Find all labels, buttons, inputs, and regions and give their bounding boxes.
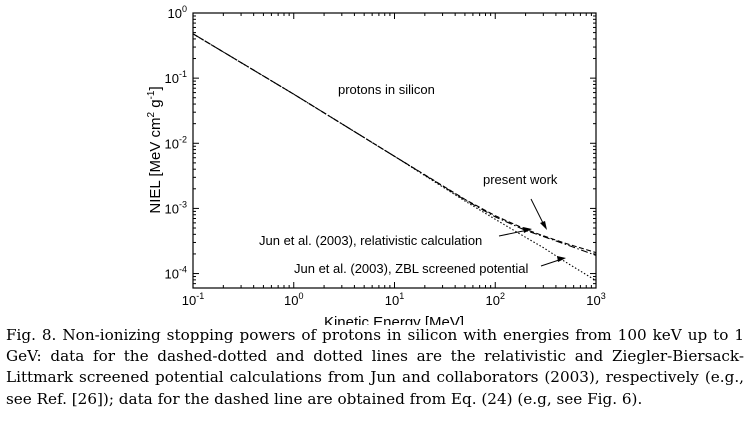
axis-ticks [192, 13, 596, 289]
y-axis-label: NIEL [MeV cm2 g-1] [146, 86, 164, 213]
x-tick-label: 103 [586, 291, 605, 308]
y-tick-label: 10-3 [165, 199, 187, 216]
arrowhead-relativistic [523, 227, 532, 233]
x-tick-label: 10-1 [182, 291, 204, 308]
annotation-arrows [498, 198, 566, 267]
y-tick-label: 100 [168, 4, 187, 21]
figure-caption: Fig. 8. Non-ionizing stopping powers of p… [6, 325, 744, 410]
x-tick-label: 100 [284, 291, 303, 308]
x-axis-label: Kinetic Energy [MeV] [324, 314, 464, 325]
annotation-relativistic: Jun et al. (2003), relativistic calculat… [259, 233, 482, 248]
series-line-dashed [192, 33, 597, 254]
arrowhead-zbl [557, 256, 566, 262]
caption-text: Non-ionizing stopping powers of protons … [6, 326, 744, 408]
y-tick-label: 10-1 [165, 69, 187, 86]
y-tick-label: 10-4 [165, 265, 187, 282]
annotation-protons-in-silicon: protons in silicon [338, 82, 435, 97]
x-tick-label: 101 [385, 291, 404, 308]
tick-labels: 10-1 100 101 102 103 10-4 10-3 10-2 10-1 100 [165, 4, 606, 308]
arrow-relativistic [498, 229, 529, 237]
x-tick-label: 102 [486, 291, 505, 308]
annotation-present-work: present work [483, 172, 558, 187]
arrowhead-present-work [540, 221, 547, 230]
y-tick-label: 10-2 [165, 134, 187, 151]
annotation-zbl: Jun et al. (2003), ZBL screened potentia… [294, 261, 528, 276]
caption-label: Fig. 8. [6, 326, 57, 344]
niel-chart: 10-1 100 101 102 103 10-4 10-3 10-2 10-1 100 Kine… [146, 4, 606, 325]
series-line-dash-dot [192, 33, 597, 256]
